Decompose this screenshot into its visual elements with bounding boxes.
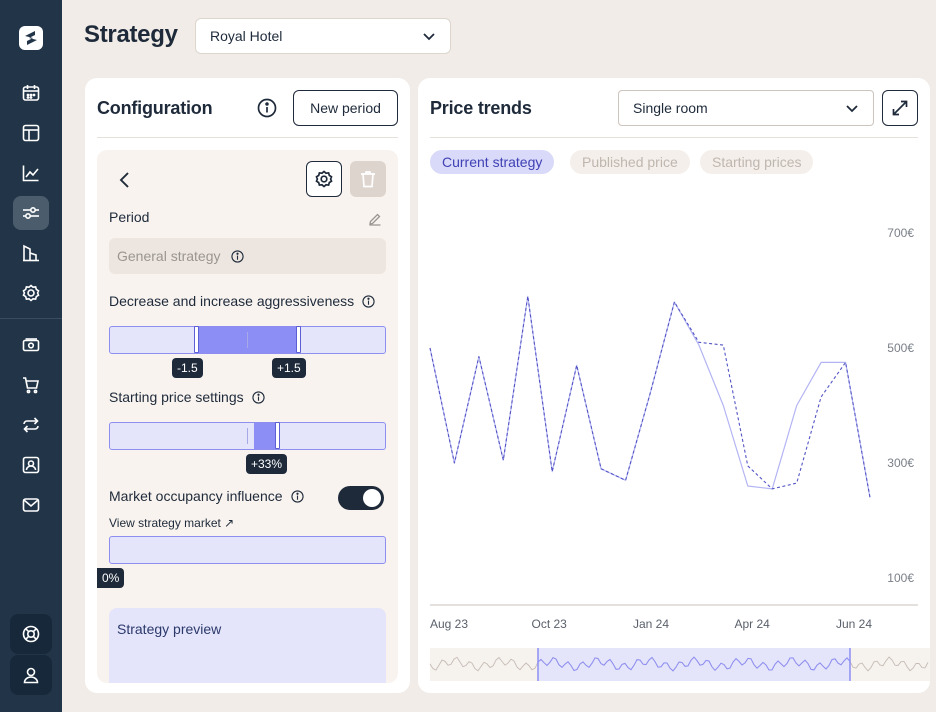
s-logo-icon[interactable] bbox=[19, 26, 43, 50]
slider-center-mark bbox=[247, 332, 248, 348]
layout-icon[interactable] bbox=[13, 116, 49, 150]
aggressiveness-slider[interactable] bbox=[109, 326, 386, 354]
x-tick-label: Jan 24 bbox=[633, 617, 669, 631]
mail-icon[interactable] bbox=[13, 488, 49, 522]
tab-starting-prices[interactable]: Starting prices bbox=[700, 150, 814, 174]
x-tick-label: Aug 23 bbox=[430, 617, 468, 631]
new-period-button[interactable]: New period bbox=[293, 90, 398, 126]
aggressiveness-label: Decrease and increase aggressiveness bbox=[109, 293, 375, 309]
x-tick-label: Oct 23 bbox=[532, 617, 568, 631]
strategy-preview-title: Strategy preview bbox=[117, 621, 222, 637]
aggressiveness-min-value: -1.5 bbox=[172, 358, 203, 378]
starting-price-label-text: Starting price settings bbox=[109, 389, 244, 405]
swap-icon[interactable] bbox=[13, 408, 49, 442]
y-tick-label: 500€ bbox=[887, 341, 914, 355]
configuration-title: Configuration bbox=[97, 98, 213, 118]
sidebar-divider bbox=[0, 318, 62, 319]
x-tick-label: Jun 24 bbox=[836, 617, 872, 631]
starting-price-slider[interactable] bbox=[109, 422, 386, 450]
lifebuoy-icon[interactable] bbox=[10, 614, 52, 654]
sidebar bbox=[0, 0, 62, 712]
chevron-down-icon bbox=[846, 105, 858, 113]
info-icon[interactable] bbox=[257, 98, 277, 118]
y-tick-label: 700€ bbox=[887, 226, 914, 240]
divider bbox=[97, 137, 398, 138]
user-icon[interactable] bbox=[10, 655, 52, 695]
occupancy-value: 0% bbox=[97, 568, 125, 588]
tab-current-strategy[interactable]: Current strategy bbox=[430, 150, 555, 174]
period-value[interactable]: General strategy bbox=[109, 238, 386, 274]
series-line bbox=[429, 295, 871, 498]
occupancy-label-text: Market occupancy influence bbox=[109, 488, 283, 504]
aggressiveness-label-text: Decrease and increase aggressiveness bbox=[109, 293, 355, 309]
price-trends-chart: 700€ 500€ 300€ 100€ Aug 23 Oct 23 Jan 24 Apr 24… bbox=[429, 226, 930, 681]
info-icon[interactable] bbox=[290, 489, 304, 503]
aggressiveness-max-value: +1.5 bbox=[272, 358, 306, 378]
series-line bbox=[429, 295, 871, 498]
period-editor: Period General strategy Decrease and inc… bbox=[97, 150, 398, 683]
room-select-value: Single room bbox=[633, 100, 708, 116]
line-chart-icon[interactable] bbox=[13, 156, 49, 190]
user-card-icon[interactable] bbox=[13, 448, 49, 482]
hotel-select[interactable]: Royal Hotel bbox=[195, 18, 451, 54]
configuration-panel: Configuration New period Period General … bbox=[85, 78, 410, 693]
navigator-selected-sparkline bbox=[537, 656, 851, 672]
pencil-icon[interactable] bbox=[368, 212, 382, 226]
calendar-icon[interactable] bbox=[13, 76, 49, 110]
chevron-left-icon[interactable] bbox=[115, 170, 135, 190]
hotel-select-value: Royal Hotel bbox=[210, 28, 283, 44]
slider-center-mark bbox=[247, 428, 248, 444]
page-title: Strategy bbox=[84, 21, 178, 48]
info-icon[interactable] bbox=[251, 390, 265, 404]
divider bbox=[430, 137, 918, 138]
strategy-preview: Strategy preview bbox=[109, 608, 386, 683]
slider-handle-min[interactable] bbox=[194, 326, 199, 353]
occupancy-label: Market occupancy influence bbox=[109, 488, 304, 504]
chevron-down-icon bbox=[423, 33, 435, 41]
slider-handle[interactable] bbox=[275, 422, 280, 449]
info-icon[interactable] bbox=[362, 294, 375, 308]
building-chart-icon[interactable] bbox=[13, 236, 49, 270]
starting-price-value: +33% bbox=[246, 454, 288, 474]
y-tick-label: 300€ bbox=[887, 456, 914, 470]
view-strategy-market-link[interactable]: View strategy market ↗ bbox=[109, 516, 235, 530]
expand-icon bbox=[892, 100, 908, 116]
settings-button[interactable] bbox=[306, 161, 342, 197]
occupancy-slider[interactable] bbox=[109, 536, 386, 564]
money-icon[interactable] bbox=[13, 328, 49, 362]
gear-icon[interactable] bbox=[13, 276, 49, 310]
x-tick-label: Apr 24 bbox=[735, 617, 771, 631]
expand-button[interactable] bbox=[882, 90, 918, 126]
price-trends-title: Price trends bbox=[430, 98, 532, 118]
price-trends-panel: Price trends Single room Current strateg… bbox=[418, 78, 930, 693]
slider-handle-max[interactable] bbox=[296, 326, 301, 353]
y-tick-label: 100€ bbox=[887, 571, 914, 585]
tab-published-price[interactable]: Published price bbox=[570, 150, 690, 174]
room-select[interactable]: Single room bbox=[618, 90, 874, 126]
slider-fill bbox=[254, 423, 278, 449]
starting-price-label: Starting price settings bbox=[109, 389, 265, 405]
info-icon[interactable] bbox=[230, 249, 244, 263]
period-label: Period bbox=[109, 209, 150, 225]
delete-button[interactable] bbox=[350, 161, 386, 197]
cart-icon[interactable] bbox=[13, 368, 49, 402]
toggle-knob bbox=[363, 489, 381, 507]
gear-icon bbox=[315, 170, 333, 188]
sliders-icon[interactable] bbox=[13, 196, 49, 230]
trash-icon bbox=[361, 171, 375, 188]
period-value-text: General strategy bbox=[117, 248, 221, 264]
occupancy-toggle[interactable] bbox=[338, 486, 384, 510]
